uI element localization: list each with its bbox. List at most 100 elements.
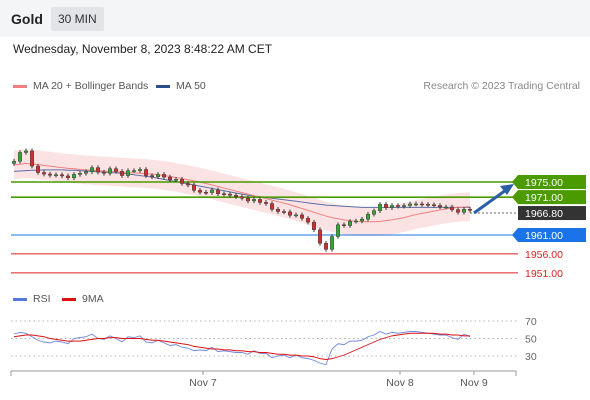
legend-9ma-label: 9MA bbox=[82, 293, 104, 305]
level-label-4: 1956.00 bbox=[525, 249, 563, 261]
candle bbox=[125, 170, 130, 176]
legend-ma50: MA 50 bbox=[156, 80, 206, 92]
candle bbox=[264, 202, 269, 204]
candle bbox=[402, 205, 407, 207]
candle bbox=[348, 221, 353, 226]
level-label-0: 1975.00 bbox=[525, 177, 563, 189]
candle bbox=[426, 204, 431, 206]
x-tick-label-2: Nov 9 bbox=[460, 377, 488, 389]
candle bbox=[438, 205, 443, 208]
candle bbox=[36, 165, 41, 173]
timeframe-button[interactable]: 30 MIN bbox=[51, 7, 104, 31]
timestamp: Wednesday, November 8, 2023 8:48:22 AM C… bbox=[13, 42, 273, 56]
candle bbox=[396, 205, 401, 207]
candle bbox=[95, 167, 100, 173]
candle bbox=[462, 209, 467, 213]
legend-rsi: RSI bbox=[13, 293, 51, 305]
candle bbox=[113, 168, 118, 172]
candle bbox=[24, 150, 29, 153]
rsi-swatch bbox=[13, 297, 27, 301]
candle bbox=[336, 224, 341, 237]
legend-9ma: 9MA bbox=[62, 293, 104, 305]
levels-layer: 1975.00 1971.00 1966.80 1961.00 1956.00 1951.… bbox=[11, 175, 586, 280]
candle bbox=[42, 172, 47, 175]
candle bbox=[384, 204, 389, 208]
candle bbox=[119, 171, 124, 176]
candle bbox=[11, 160, 16, 164]
ma50-swatch bbox=[156, 84, 170, 88]
candle bbox=[203, 192, 208, 194]
instrument-title: Gold bbox=[11, 11, 43, 27]
candle bbox=[306, 218, 311, 223]
candle bbox=[209, 189, 214, 193]
candle bbox=[245, 198, 250, 202]
level-label-3: 1961.00 bbox=[525, 230, 563, 242]
arrow-head bbox=[500, 184, 514, 195]
rsi-line bbox=[13, 330, 471, 366]
candle bbox=[282, 211, 287, 213]
candle bbox=[89, 167, 94, 172]
candle bbox=[342, 224, 347, 226]
level-tag-0 bbox=[512, 175, 586, 189]
candle bbox=[354, 220, 359, 223]
arrow-shaft bbox=[473, 188, 507, 215]
x-tick-label-0: Nov 7 bbox=[189, 377, 217, 389]
candle bbox=[60, 174, 65, 177]
candle bbox=[137, 169, 142, 171]
forecast-arrow bbox=[473, 184, 514, 215]
candle bbox=[191, 184, 196, 191]
candle bbox=[30, 150, 35, 167]
candle bbox=[179, 179, 184, 184]
candle bbox=[221, 193, 226, 195]
rsi-panel: 70 50 30 bbox=[11, 316, 537, 366]
level-label-1: 1971.00 bbox=[525, 192, 563, 204]
candle bbox=[294, 214, 299, 217]
level-label-5: 1951.00 bbox=[525, 268, 563, 280]
candle bbox=[161, 174, 166, 178]
candle bbox=[450, 206, 455, 210]
candle bbox=[107, 168, 112, 174]
candle bbox=[414, 203, 419, 206]
candle bbox=[330, 236, 335, 250]
candle bbox=[318, 229, 323, 244]
candle bbox=[270, 203, 275, 210]
level-label-2: 1966.80 bbox=[525, 208, 563, 220]
candle bbox=[77, 173, 82, 175]
candle bbox=[143, 169, 148, 176]
candle bbox=[173, 179, 178, 181]
candle bbox=[239, 196, 244, 199]
ma20-swatch bbox=[13, 84, 27, 88]
x-tick-label-1: Nov 8 bbox=[386, 377, 414, 389]
rsi-ma-line bbox=[13, 332, 470, 360]
candle bbox=[18, 152, 23, 162]
level-tag-1 bbox=[512, 190, 586, 205]
candle bbox=[251, 199, 256, 202]
legend-ma50-label: MA 50 bbox=[176, 80, 206, 92]
candle bbox=[155, 174, 160, 177]
candle bbox=[300, 214, 305, 219]
candle bbox=[390, 205, 395, 208]
rsi-level-label-1: 50 bbox=[525, 334, 537, 346]
candle bbox=[149, 175, 154, 177]
credit-text: Research © 2023 Trading Central bbox=[423, 80, 580, 92]
candles-layer bbox=[11, 148, 473, 252]
candle bbox=[372, 210, 377, 215]
x-axis: Nov 7 Nov 8 Nov 9 bbox=[10, 370, 517, 389]
candle bbox=[71, 174, 76, 179]
candle bbox=[420, 203, 425, 206]
candle bbox=[83, 171, 88, 174]
candle bbox=[408, 203, 413, 206]
candle bbox=[185, 183, 190, 186]
candle bbox=[197, 190, 202, 193]
legend-ma20: MA 20 + Bollinger Bands bbox=[13, 80, 148, 92]
9ma-swatch bbox=[62, 297, 76, 301]
candle bbox=[258, 199, 263, 203]
level-tag-3 bbox=[512, 228, 586, 242]
candle bbox=[276, 209, 281, 212]
header-bar: Gold 30 MIN bbox=[0, 0, 590, 37]
candle bbox=[101, 171, 106, 174]
candle bbox=[215, 189, 220, 194]
candle bbox=[468, 209, 473, 211]
rsi-level-label-0: 70 bbox=[525, 316, 537, 328]
